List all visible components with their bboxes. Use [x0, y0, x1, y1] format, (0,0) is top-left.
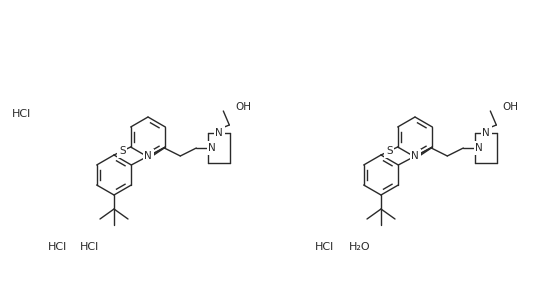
Text: N: N: [475, 143, 483, 153]
Text: HCl: HCl: [12, 109, 32, 119]
Text: N: N: [411, 151, 419, 161]
Text: N: N: [482, 128, 490, 138]
Text: N: N: [208, 143, 216, 153]
Text: HCl: HCl: [315, 242, 334, 252]
Text: HCl: HCl: [48, 242, 67, 252]
Text: OH: OH: [235, 102, 252, 112]
Text: S: S: [119, 146, 125, 156]
Text: N: N: [144, 151, 152, 161]
Text: OH: OH: [502, 102, 519, 112]
Text: N: N: [215, 128, 223, 138]
Text: S: S: [386, 146, 392, 156]
Text: HCl: HCl: [80, 242, 99, 252]
Text: H₂O: H₂O: [349, 242, 371, 252]
